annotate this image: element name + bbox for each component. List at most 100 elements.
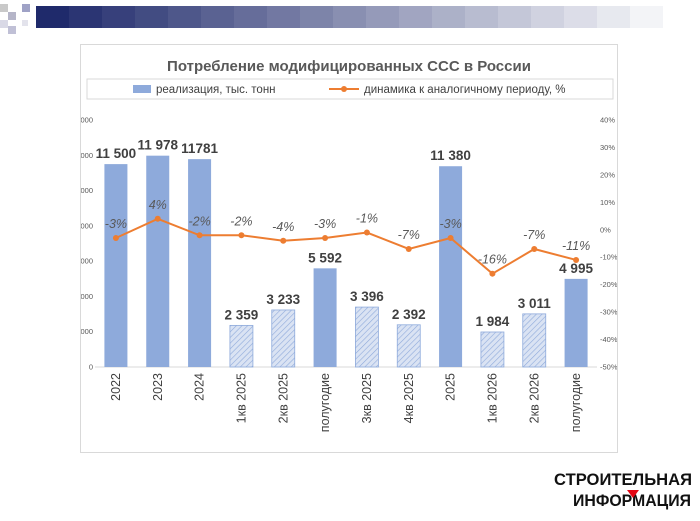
category-label: 2024 — [193, 373, 207, 401]
line-value-label: -3% — [314, 217, 336, 231]
category-label: 2кв 2025 — [276, 373, 290, 423]
strip-square — [22, 20, 28, 26]
line-marker — [363, 229, 370, 236]
logo-red-triangle — [627, 490, 639, 498]
line-value-label: -3% — [439, 217, 461, 231]
strip-segment — [168, 6, 201, 28]
right-axis-tick-label: -10% — [600, 253, 617, 262]
strip-segment — [234, 6, 267, 28]
strip-segment — [102, 6, 135, 28]
line-value-label: -7% — [523, 228, 545, 242]
bar-value-label: 5 592 — [308, 250, 342, 265]
right-axis-tick-label: -40% — [600, 335, 617, 344]
bar — [396, 324, 421, 368]
left-axis-tick-label: 2 000 — [81, 327, 93, 336]
category-label: 3кв 2025 — [360, 373, 374, 423]
legend-marker-swatch — [341, 86, 347, 92]
right-axis-tick-label: 20% — [600, 170, 615, 179]
line-value-label: -2% — [230, 214, 252, 228]
line-marker — [489, 270, 496, 277]
logo-text-line2: ИНФОРМАЦИЯ — [573, 491, 691, 510]
bar-value-label: 3 233 — [266, 292, 300, 307]
bar-value-label: 3 011 — [518, 296, 552, 311]
logo-text-line1: СТРОИТЕЛЬНАЯ — [554, 470, 692, 489]
category-label: полугодие — [318, 373, 332, 432]
left-axis-tick-label: 6 000 — [81, 257, 93, 266]
strip-segment — [366, 6, 399, 28]
bar-value-label: 11 978 — [137, 138, 178, 153]
company-logo: СТРОИТЕЛЬНАЯ ИНФОРМАЦИЯ — [554, 470, 692, 510]
strip-segment — [630, 6, 663, 28]
category-label: 2кв 2026 — [527, 373, 541, 423]
strip-segment — [531, 6, 564, 28]
right-axis-tick-label: 10% — [600, 198, 615, 207]
legend-swatch-bars — [133, 85, 151, 93]
line-value-label: -4% — [272, 220, 294, 234]
series-line — [115, 217, 577, 275]
line-marker — [112, 235, 119, 242]
category-label: 2025 — [444, 373, 458, 401]
legend: реализация, тыс. тонн динамика к аналоги… — [86, 78, 614, 100]
left-axis-tick-label: 8 000 — [81, 221, 93, 230]
strip-segment — [564, 6, 597, 28]
decorative-header-strip — [0, 4, 696, 34]
bar — [229, 324, 254, 368]
strip-segment — [135, 6, 168, 28]
right-axis-tick-label: 30% — [600, 143, 615, 152]
strip-square — [0, 4, 8, 12]
right-axis-tick-label: -20% — [600, 280, 617, 289]
category-label: 2023 — [151, 373, 165, 401]
bar — [271, 309, 296, 368]
line-value-label: -7% — [398, 228, 420, 242]
left-axis-tick-label: 10 000 — [81, 186, 93, 195]
strip-square — [8, 12, 16, 20]
bar-value-label: 2 392 — [392, 307, 426, 322]
line-marker — [196, 232, 203, 239]
line-marker — [573, 256, 580, 263]
bar — [146, 155, 170, 367]
right-axis-tick-label: 40% — [600, 116, 615, 125]
category-label: 4кв 2025 — [402, 373, 416, 423]
strip-segment — [36, 6, 69, 28]
category-label: 2022 — [109, 373, 123, 401]
category-label: 1кв 2025 — [234, 373, 248, 423]
legend-label-bars: реализация, тыс. тонн — [156, 84, 276, 96]
left-axis-tick-label: 14 000 — [81, 116, 93, 125]
strip-segment — [498, 6, 531, 28]
chart-frame: Потребление модифицированных ССС в Росси… — [80, 44, 618, 453]
bar — [564, 278, 588, 367]
strip-segment — [300, 6, 333, 28]
line-value-label: -1% — [356, 212, 378, 226]
strip-square — [0, 20, 8, 28]
bar-value-label: 1 984 — [476, 314, 510, 329]
left-axis-tick-label: 4 000 — [81, 292, 93, 301]
line-value-label: -2% — [188, 214, 210, 228]
line-value-label: -11% — [562, 239, 590, 253]
bar — [313, 268, 337, 367]
strip-segment — [399, 6, 432, 28]
bar-value-label: 11 380 — [430, 148, 471, 163]
bar-value-label: 11 500 — [96, 146, 137, 161]
line-marker — [322, 235, 329, 242]
strip-square — [8, 26, 16, 34]
line-value-label: 4% — [149, 198, 167, 212]
strip-segment — [69, 6, 102, 28]
strip-square — [22, 4, 30, 12]
bar — [480, 331, 505, 368]
line-value-label: -16% — [478, 253, 507, 267]
line-marker — [238, 232, 245, 239]
category-label: полугодие — [569, 373, 583, 432]
line-marker — [405, 245, 412, 252]
strip-segment — [333, 6, 366, 28]
strip-segment — [432, 6, 465, 28]
strip-segment — [267, 6, 300, 28]
plot-area: 0 2 000 4 000 6 000 8 000 10 000 12 000 14 000 -… — [81, 116, 617, 433]
bar-value-label: 4 995 — [559, 261, 593, 276]
line-marker — [280, 237, 287, 244]
strip-segment — [201, 6, 234, 28]
bar — [104, 164, 128, 367]
category-label: 1кв 2026 — [485, 373, 499, 423]
bar — [439, 166, 463, 367]
right-axis-tick-label: -50% — [600, 363, 617, 372]
right-axis-tick-label: 0% — [600, 225, 611, 234]
